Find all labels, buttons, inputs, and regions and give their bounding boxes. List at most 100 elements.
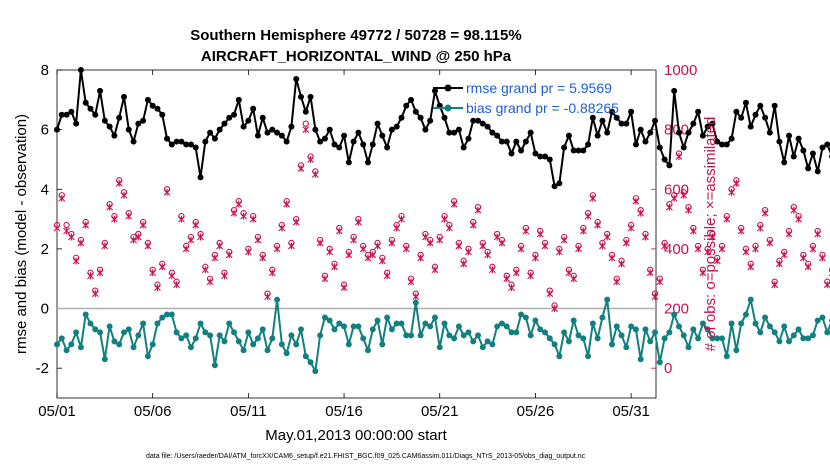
obs-assimilated-marker: [292, 218, 300, 226]
rmse-point: [527, 129, 534, 136]
bias-point: [475, 332, 482, 339]
bias-point: [714, 335, 721, 342]
obs-assimilated-marker: [101, 242, 109, 250]
bias-point: [757, 329, 764, 336]
obs-assimilated-marker: [221, 272, 228, 280]
bias-point: [441, 320, 448, 327]
bias-point: [723, 353, 730, 360]
y-axis-label-left: rmse and bias (model - observation): [13, 114, 30, 354]
bias-point: [460, 332, 467, 339]
bias-point: [518, 311, 525, 318]
rmse-point: [149, 102, 156, 109]
rmse-point: [728, 135, 735, 142]
obs-assimilated-marker: [565, 269, 573, 277]
bias-point: [819, 314, 826, 321]
obs-assimilated-marker: [799, 254, 807, 262]
obs-assimilated-marker: [173, 281, 180, 289]
obs-assimilated-marker: [345, 251, 353, 259]
obs-assimilated-marker: [752, 245, 759, 253]
bias-point: [527, 332, 534, 339]
obs-assimilated-marker: [656, 278, 664, 286]
bias-point: [814, 317, 821, 324]
rmse-point: [68, 108, 75, 115]
y-right-tick-label: 0: [664, 360, 672, 377]
rmse-point: [561, 144, 568, 151]
rmse-point: [360, 141, 367, 148]
obs-assimilated-marker: [288, 242, 295, 250]
obs-assimilated-marker: [144, 242, 152, 250]
bias-point: [455, 323, 462, 330]
bias-point: [470, 338, 477, 345]
obs-assimilated-marker: [632, 197, 640, 205]
rmse-point: [231, 111, 238, 118]
bias-point: [226, 320, 233, 327]
obs-assimilated-marker: [450, 200, 458, 208]
rmse-point: [183, 141, 190, 148]
bias-point: [484, 338, 491, 345]
obs-assimilated-marker: [455, 242, 463, 250]
bias-series: [54, 296, 830, 375]
rmse-point: [613, 114, 620, 121]
bias-point: [680, 332, 687, 339]
bias-point: [446, 332, 453, 339]
footnote: data file: /Users/raeder/DAI/ATM_forcXX/…: [146, 453, 586, 460]
rmse-point: [379, 132, 386, 139]
rmse-point: [733, 108, 740, 115]
bias-point: [647, 338, 654, 345]
bias-point: [288, 332, 295, 339]
obs-assimilated-marker: [766, 239, 774, 247]
obs-assimilated-marker: [823, 281, 830, 289]
bias-point: [92, 326, 99, 333]
rmse-point: [680, 144, 687, 151]
bias-point: [637, 356, 644, 363]
bias-point: [479, 344, 486, 351]
bias-point: [604, 296, 611, 303]
bias-point: [130, 344, 137, 351]
bias-point: [336, 320, 343, 327]
rmse-point: [580, 147, 587, 154]
obs-assimilated-marker: [106, 203, 114, 211]
bias-point: [116, 341, 123, 348]
bias-point: [269, 335, 276, 342]
bias-point: [709, 335, 716, 342]
rmse-point: [647, 129, 654, 136]
rmse-point: [537, 153, 544, 160]
rmse-point: [747, 123, 754, 130]
bias-point: [575, 332, 582, 339]
bias-point: [101, 356, 108, 363]
bias-point: [465, 329, 472, 336]
obs-assimilated-marker: [570, 275, 578, 283]
rmse-point: [460, 144, 467, 151]
obs-assimilated-marker: [302, 126, 310, 134]
obs-assimilated-marker: [771, 281, 779, 289]
obs-assimilated-marker: [125, 212, 133, 220]
bias-point: [795, 326, 802, 333]
rmse-point: [498, 138, 505, 145]
bias-point: [704, 326, 711, 333]
obs-assimilated-marker: [704, 248, 712, 256]
bias-point: [594, 335, 601, 342]
bias-point: [570, 317, 577, 324]
bias-point: [728, 320, 735, 327]
obs-assimilated-marker: [134, 233, 142, 241]
bias-point: [580, 335, 587, 342]
bias-point: [254, 335, 261, 342]
bias-point: [168, 311, 175, 318]
y-right-tick-label: 1000: [664, 62, 697, 79]
rmse-point: [187, 141, 194, 148]
obs-assimilated-marker: [670, 194, 678, 202]
obs-assimilated-marker: [111, 215, 118, 223]
x-tick-label: 05/31: [612, 403, 650, 420]
rmse-point: [58, 111, 65, 118]
legend-rmse-label: rmse grand pr = 5.9569: [466, 80, 612, 96]
bias-point: [321, 314, 328, 321]
obs-assimilated-marker: [441, 215, 448, 223]
x-tick-label: 05/21: [421, 403, 459, 420]
rmse-point: [522, 138, 529, 145]
rmse-point: [168, 141, 175, 148]
obs-assimilated-marker: [268, 269, 276, 277]
obs-assimilated-marker: [575, 245, 582, 253]
x-tick-label: 05/06: [134, 403, 172, 420]
obs-assimilated-marker: [790, 206, 798, 214]
